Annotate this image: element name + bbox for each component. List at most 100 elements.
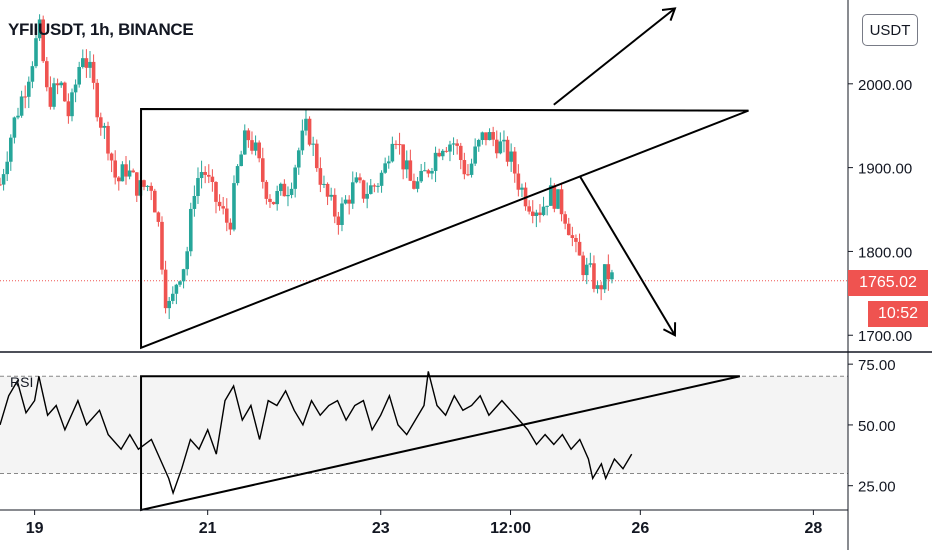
candle-body-162 — [581, 255, 585, 276]
candle-body-133 — [476, 140, 481, 147]
candle-body-32 — [113, 160, 117, 178]
candle-body-84 — [300, 130, 305, 151]
candle-body-92 — [329, 194, 333, 197]
candle-body-25 — [88, 61, 92, 68]
candle-body-18 — [62, 82, 67, 102]
candle-body-65 — [232, 183, 236, 230]
candle-body-155 — [556, 189, 560, 209]
candle-body-114 — [408, 160, 413, 181]
candle-body-33 — [116, 177, 121, 182]
candle-body-87 — [311, 143, 315, 145]
candle-body-41 — [145, 185, 150, 187]
candle-body-93 — [332, 194, 337, 217]
xtick-label-0: 19 — [26, 520, 44, 537]
candle-body-24 — [84, 58, 89, 68]
candle-body-97 — [347, 199, 351, 204]
candle-body-109 — [390, 143, 395, 162]
rsi-ytick-label-1: 50.00 — [858, 418, 896, 435]
candle-body-99 — [354, 177, 359, 183]
candle-body-23 — [80, 58, 85, 67]
candle-body-54 — [192, 196, 197, 209]
candle-body-66 — [235, 166, 240, 184]
candle-body-83 — [296, 150, 301, 168]
candle-body-110 — [394, 143, 398, 145]
candle-body-79 — [282, 183, 287, 197]
candle-body-17 — [59, 82, 63, 86]
candle-body-22 — [77, 66, 81, 85]
candle-body-58 — [206, 174, 211, 177]
candle-body-85 — [304, 118, 308, 131]
candle-body-122 — [437, 152, 441, 157]
candle-body-138 — [494, 139, 499, 154]
candle-body-170 — [610, 272, 614, 280]
candle-body-160 — [574, 237, 578, 242]
candle-body-9 — [30, 66, 35, 82]
candle-body-2 — [5, 161, 9, 175]
candle-body-104 — [372, 185, 377, 187]
candle-body-74 — [264, 181, 269, 199]
candle-body-6 — [19, 96, 24, 116]
candle-body-161 — [577, 241, 582, 256]
candle-body-113 — [404, 160, 409, 170]
candle-body-117 — [419, 170, 423, 182]
candle-body-38 — [134, 172, 139, 196]
candle-body-167 — [599, 285, 603, 290]
candle-body-90 — [322, 183, 326, 185]
candle-body-8 — [26, 81, 31, 97]
rsi-triangle — [140, 375, 741, 512]
candle-body-158 — [566, 223, 571, 236]
price-series — [0, 14, 614, 320]
candle-body-16 — [55, 83, 60, 86]
candle-body-141 — [505, 139, 510, 162]
candle-body-5 — [16, 115, 20, 118]
candle-body-125 — [448, 144, 452, 152]
candle-body-72 — [257, 142, 261, 159]
candle-body-100 — [358, 177, 362, 181]
candle-body-27 — [95, 82, 99, 118]
candle-body-60 — [214, 182, 218, 202]
candle-body-49 — [174, 284, 179, 294]
candle-body-50 — [178, 281, 182, 285]
y-axis-ticks: 1700.00 1800.00 1900.00 2000.00 25.00 50.00 75… — [848, 77, 912, 496]
candle-body-69 — [246, 130, 251, 141]
candle-body-43 — [152, 190, 157, 213]
candle-body-78 — [278, 183, 283, 192]
candle-body-3 — [8, 137, 13, 162]
candle-body-159 — [570, 235, 575, 238]
currency-badge[interactable]: USDT — [862, 14, 918, 46]
candle-body-136 — [487, 132, 492, 141]
candle-body-157 — [563, 214, 567, 224]
candle-body-168 — [602, 264, 607, 290]
candle-body-70 — [250, 140, 254, 151]
candle-body-21 — [73, 84, 78, 93]
candle-body-44 — [156, 212, 161, 222]
price-ytick-label-0: 1700.00 — [858, 328, 912, 345]
price-ytick-label-1: 1800.00 — [858, 244, 912, 261]
candle-body-94 — [336, 216, 341, 225]
candle-body-31 — [109, 153, 114, 161]
candle-body-67 — [239, 154, 243, 167]
xtick-label-5: 28 — [804, 520, 822, 537]
candle-body-1 — [1, 174, 6, 185]
candle-body-0 — [0, 184, 2, 186]
candle-body-4 — [12, 117, 17, 138]
candle-body-29 — [102, 125, 107, 128]
candle-body-63 — [224, 208, 229, 223]
candle-body-129 — [462, 160, 467, 175]
candle-body-98 — [350, 182, 355, 204]
candle-body-11 — [37, 19, 42, 39]
candle-body-61 — [217, 201, 222, 207]
price-ytick-label-2: 1900.00 — [858, 161, 912, 178]
candle-body-40 — [142, 180, 146, 187]
candle-body-26 — [91, 61, 96, 83]
candle-body-143 — [512, 151, 517, 174]
candle-body-52 — [185, 251, 189, 270]
candle-body-19 — [66, 101, 71, 117]
candle-body-71 — [253, 142, 258, 151]
candle-body-30 — [106, 125, 110, 154]
chart-title: YFIIUSDT, 1h, BINANCE — [8, 20, 194, 39]
candle-body-42 — [149, 185, 153, 191]
candle-body-12 — [41, 19, 45, 62]
candle-body-124 — [444, 150, 449, 152]
